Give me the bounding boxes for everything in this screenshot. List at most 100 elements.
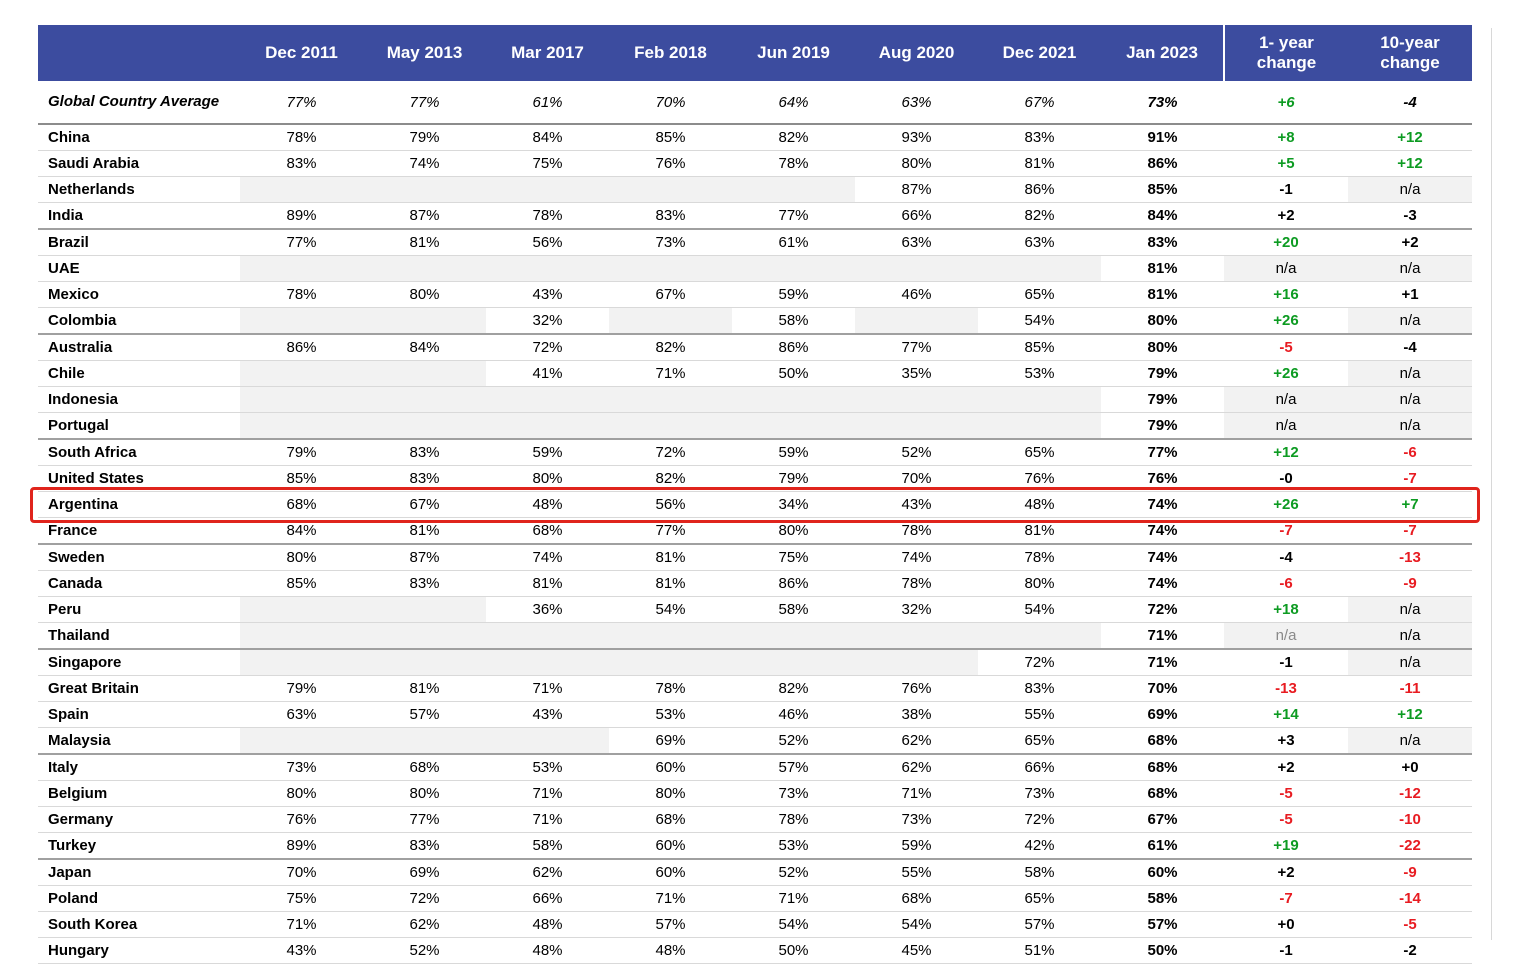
value-cell: 65% xyxy=(978,727,1101,755)
change-1yr-cell: +18 xyxy=(1224,596,1348,623)
value-cell: 32% xyxy=(855,596,978,623)
value-cell: 85% xyxy=(609,124,732,151)
value-cell: 81% xyxy=(609,570,732,597)
country-label: Singapore xyxy=(38,649,240,676)
value-cell: 86% xyxy=(978,176,1101,203)
change-1yr-cell: +19 xyxy=(1224,832,1348,860)
column-header-jan-2023: Jan 2023 xyxy=(1101,25,1224,81)
empty-cell xyxy=(732,176,855,203)
value-cell: 62% xyxy=(855,727,978,755)
value-cell: 81% xyxy=(363,517,486,545)
value-cell: 76% xyxy=(609,150,732,177)
empty-cell xyxy=(240,412,363,440)
table-header: Dec 2011 May 2013 Mar 2017 Feb 2018 Jun … xyxy=(38,25,1472,81)
value-cell: 71% xyxy=(855,780,978,807)
empty-cell xyxy=(363,176,486,203)
value-cell: 79% xyxy=(1101,386,1224,413)
change-1yr-cell: +12 xyxy=(1224,439,1348,466)
column-header-country xyxy=(38,25,240,81)
change-10yr-cell: +2 xyxy=(1348,229,1472,256)
change-1yr-cell: +26 xyxy=(1224,491,1348,518)
value-cell: 79% xyxy=(732,465,855,492)
change-1yr-cell: -1 xyxy=(1224,649,1348,676)
empty-cell xyxy=(240,360,363,387)
value-cell: 62% xyxy=(486,859,609,886)
value-cell: 65% xyxy=(978,439,1101,466)
empty-cell xyxy=(240,596,363,623)
table-row: India 89% 87% 78% 83% 77% 66% 82% 84% +2 -3 xyxy=(38,202,1472,230)
value-cell: 85% xyxy=(240,465,363,492)
table-row: China 78% 79% 84% 85% 82% 93% 83% 91% +8 +12 xyxy=(38,124,1472,151)
value-cell: 78% xyxy=(486,202,609,230)
table-row: Singapore 72% 71% -1 n/a xyxy=(38,649,1472,676)
change-1yr-cell: -1 xyxy=(1224,176,1348,203)
country-label: Brazil xyxy=(38,229,240,256)
value-cell: 41% xyxy=(486,360,609,387)
value-cell: 82% xyxy=(609,334,732,361)
value-cell: 60% xyxy=(609,859,732,886)
value-cell: 62% xyxy=(855,754,978,781)
value-cell: 72% xyxy=(363,885,486,912)
change-10yr-cell: +12 xyxy=(1348,150,1472,177)
value-cell: 54% xyxy=(732,911,855,938)
value-cell: 83% xyxy=(609,202,732,230)
value-cell: 83% xyxy=(1101,229,1224,256)
value-cell: 71% xyxy=(609,885,732,912)
table-row: Brazil 77% 81% 56% 73% 61% 63% 63% 83% +20 +2 xyxy=(38,229,1472,256)
value-cell: 89% xyxy=(240,202,363,230)
change-1yr-cell: -0 xyxy=(1224,465,1348,492)
change-10yr-cell: +7 xyxy=(1348,491,1472,518)
value-cell: 69% xyxy=(1101,701,1224,728)
table-row: Belgium 80% 80% 71% 80% 73% 71% 73% 68% -5 -12 xyxy=(38,780,1472,807)
country-label: Australia xyxy=(38,334,240,361)
value-cell: 46% xyxy=(855,281,978,308)
country-label: Turkey xyxy=(38,832,240,860)
country-label: UAE xyxy=(38,255,240,282)
empty-cell xyxy=(609,622,732,650)
change-1yr-cell: -5 xyxy=(1224,334,1348,361)
table-row: France 84% 81% 68% 77% 80% 78% 81% 74% -7 -7 xyxy=(38,517,1472,545)
table-row: Argentina 68% 67% 48% 56% 34% 43% 48% 74% +26 +7 xyxy=(38,491,1472,518)
value-cell: 68% xyxy=(363,754,486,781)
empty-cell xyxy=(240,176,363,203)
change-1yr-cell: +5 xyxy=(1224,150,1348,177)
empty-cell xyxy=(486,176,609,203)
value-cell: 59% xyxy=(855,832,978,860)
value-cell: 54% xyxy=(609,596,732,623)
value-cell: 83% xyxy=(240,150,363,177)
change-1yr-cell: +3 xyxy=(1224,727,1348,755)
value-cell: 71% xyxy=(240,911,363,938)
value-cell: 81% xyxy=(978,517,1101,545)
table-row: Australia 86% 84% 72% 82% 86% 77% 85% 80% -5 -4 xyxy=(38,334,1472,361)
value-cell: 81% xyxy=(363,229,486,256)
value-cell: 86% xyxy=(732,570,855,597)
value-cell: 58% xyxy=(486,832,609,860)
value-cell: 87% xyxy=(363,202,486,230)
value-cell: 76% xyxy=(855,675,978,702)
value-cell: 73% xyxy=(855,806,978,833)
value-cell: 67% xyxy=(609,281,732,308)
empty-cell xyxy=(609,386,732,413)
value-cell: 71% xyxy=(1101,649,1224,676)
change-1yr-cell: -6 xyxy=(1224,570,1348,597)
table-row: UAE 81% n/a n/a xyxy=(38,255,1472,282)
value-cell: 80% xyxy=(1101,334,1224,361)
value-cell: 57% xyxy=(732,754,855,781)
value-cell: 67% xyxy=(978,81,1101,125)
empty-cell xyxy=(732,649,855,676)
change-1yr-cell: +2 xyxy=(1224,202,1348,230)
value-cell: 43% xyxy=(855,491,978,518)
empty-cell xyxy=(363,649,486,676)
country-trend-table: Dec 2011 May 2013 Mar 2017 Feb 2018 Jun … xyxy=(38,25,1472,964)
change-10yr-cell: n/a xyxy=(1348,596,1472,623)
empty-cell xyxy=(732,255,855,282)
empty-cell xyxy=(855,255,978,282)
value-cell: 86% xyxy=(732,334,855,361)
empty-cell xyxy=(363,386,486,413)
change-10yr-cell: -7 xyxy=(1348,465,1472,492)
value-cell: 86% xyxy=(1101,150,1224,177)
country-label: Argentina xyxy=(38,491,240,518)
empty-cell xyxy=(486,727,609,755)
value-cell: 58% xyxy=(732,596,855,623)
value-cell: 74% xyxy=(486,544,609,571)
